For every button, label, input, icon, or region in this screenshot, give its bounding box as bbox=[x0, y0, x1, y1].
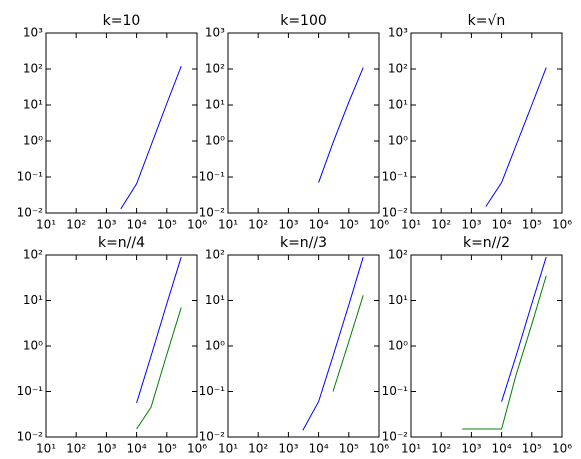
series-line bbox=[302, 256, 364, 431]
x-tick-label: 10⁵ bbox=[157, 218, 177, 232]
subplot-title: k=n//4 bbox=[98, 235, 145, 251]
x-tick-label: 10³ bbox=[461, 218, 481, 232]
x-tick-label: 10¹ bbox=[36, 442, 56, 456]
x-tick-label: 10⁶ bbox=[369, 442, 389, 456]
y-tick-label: 10¹ bbox=[388, 98, 408, 112]
y-tick-label: 10⁻² bbox=[17, 206, 44, 220]
plot-frame bbox=[410, 32, 563, 214]
series-line bbox=[120, 65, 182, 210]
x-tick-label: 10⁴ bbox=[492, 442, 512, 456]
x-tick-label: 10³ bbox=[96, 218, 116, 232]
series-line bbox=[501, 256, 547, 402]
y-tick-label: 10² bbox=[388, 248, 408, 262]
x-tick-label: 10¹ bbox=[218, 442, 238, 456]
x-tick-label: 10⁶ bbox=[552, 218, 572, 232]
x-tick-label: 10⁴ bbox=[309, 218, 329, 232]
plot-frame bbox=[227, 254, 380, 438]
x-tick-label: 10⁵ bbox=[339, 442, 359, 456]
x-tick-label: 10² bbox=[66, 218, 86, 232]
y-tick-label: 10¹ bbox=[205, 98, 225, 112]
subplot-title: k=10 bbox=[103, 13, 141, 29]
y-tick-label: 10² bbox=[23, 248, 43, 262]
y-tick-label: 10⁻¹ bbox=[17, 384, 44, 398]
subplot-title: k=n//3 bbox=[280, 235, 327, 251]
x-tick-label: 10⁶ bbox=[552, 442, 572, 456]
plot-frame bbox=[45, 254, 198, 438]
series-line bbox=[136, 256, 182, 404]
y-tick-label: 10⁰ bbox=[205, 339, 225, 353]
y-tick-label: 10⁻² bbox=[199, 206, 226, 220]
y-tick-label: 10⁻² bbox=[382, 430, 409, 444]
y-tick-label: 10² bbox=[205, 62, 225, 76]
y-tick-label: 10⁰ bbox=[388, 134, 408, 148]
plot-frame bbox=[410, 254, 563, 438]
y-tick-label: 10⁰ bbox=[205, 134, 225, 148]
plot-frame bbox=[45, 32, 198, 214]
x-tick-label: 10⁶ bbox=[187, 442, 207, 456]
y-tick-label: 10⁰ bbox=[388, 339, 408, 353]
x-tick-label: 10³ bbox=[461, 442, 481, 456]
y-tick-label: 10⁰ bbox=[23, 339, 43, 353]
series-line bbox=[332, 295, 364, 392]
x-tick-label: 10¹ bbox=[401, 442, 421, 456]
x-tick-label: 10⁵ bbox=[522, 218, 542, 232]
y-tick-label: 10⁻² bbox=[17, 430, 44, 444]
y-tick-label: 10⁻¹ bbox=[199, 384, 226, 398]
x-tick-label: 10³ bbox=[96, 442, 116, 456]
y-tick-label: 10⁻¹ bbox=[17, 170, 44, 184]
y-tick-label: 10¹ bbox=[23, 293, 43, 307]
x-tick-label: 10⁶ bbox=[187, 218, 207, 232]
series-line bbox=[485, 67, 547, 207]
x-tick-label: 10² bbox=[431, 442, 451, 456]
x-tick-label: 10¹ bbox=[218, 218, 238, 232]
series-line bbox=[136, 307, 182, 430]
x-tick-label: 10² bbox=[248, 442, 268, 456]
y-tick-label: 10² bbox=[23, 62, 43, 76]
subplot-title: k=√n bbox=[468, 13, 506, 29]
x-tick-label: 10³ bbox=[278, 218, 298, 232]
y-tick-label: 10⁻² bbox=[382, 206, 409, 220]
x-tick-label: 10⁴ bbox=[127, 218, 147, 232]
x-tick-label: 10⁵ bbox=[339, 218, 359, 232]
subplot-title: k=n//2 bbox=[463, 235, 510, 251]
x-tick-label: 10³ bbox=[278, 442, 298, 456]
y-tick-label: 10⁻² bbox=[199, 430, 226, 444]
x-tick-label: 10¹ bbox=[36, 218, 56, 232]
x-tick-label: 10⁴ bbox=[127, 442, 147, 456]
x-tick-label: 10⁴ bbox=[492, 218, 512, 232]
x-tick-label: 10⁵ bbox=[157, 442, 177, 456]
y-tick-label: 10⁻¹ bbox=[382, 384, 409, 398]
x-tick-label: 10⁴ bbox=[309, 442, 329, 456]
y-tick-label: 10⁻¹ bbox=[382, 170, 409, 184]
y-tick-label: 10⁻¹ bbox=[199, 170, 226, 184]
y-tick-label: 10¹ bbox=[23, 98, 43, 112]
y-tick-label: 10³ bbox=[205, 26, 225, 40]
y-tick-label: 10³ bbox=[388, 26, 408, 40]
y-tick-label: 10³ bbox=[23, 26, 43, 40]
x-tick-label: 10¹ bbox=[401, 218, 421, 232]
x-tick-label: 10⁵ bbox=[522, 442, 542, 456]
x-tick-label: 10² bbox=[431, 218, 451, 232]
y-tick-label: 10² bbox=[205, 248, 225, 262]
y-tick-label: 10⁰ bbox=[23, 134, 43, 148]
y-tick-label: 10¹ bbox=[388, 293, 408, 307]
plot-frame bbox=[227, 32, 380, 214]
x-tick-label: 10² bbox=[66, 442, 86, 456]
series-line bbox=[318, 67, 364, 183]
y-tick-label: 10¹ bbox=[205, 293, 225, 307]
x-tick-label: 10⁶ bbox=[369, 218, 389, 232]
series-line bbox=[462, 275, 547, 430]
y-tick-label: 10² bbox=[388, 62, 408, 76]
subplot-title: k=100 bbox=[280, 13, 327, 29]
x-tick-label: 10² bbox=[248, 218, 268, 232]
